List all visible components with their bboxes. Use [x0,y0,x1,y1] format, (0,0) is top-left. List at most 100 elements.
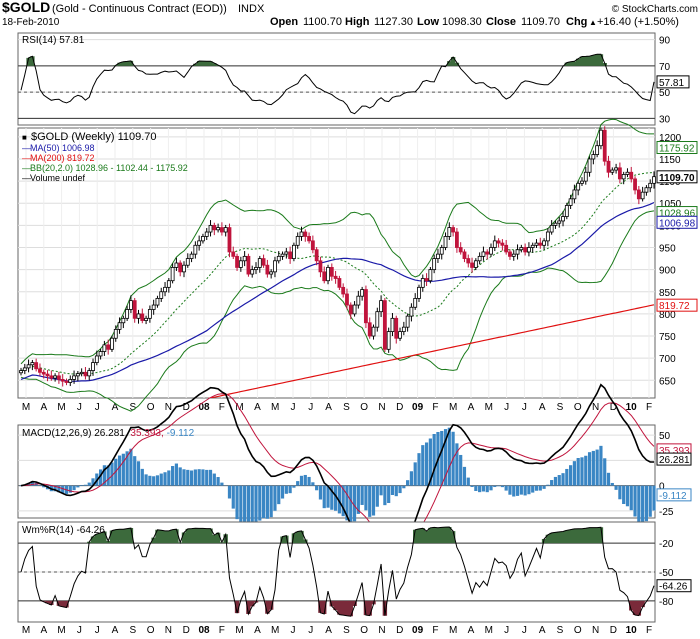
macd-hist-bar [337,485,341,514]
macd-hist-bar [622,485,626,504]
macd-hist-bar [288,485,292,494]
candle-body [591,154,596,160]
x-axis-label: A [40,402,47,413]
macd-hist-bar [379,485,383,496]
macd-hist-bar [648,485,652,517]
candle-body [409,306,414,317]
macd-hist-bar [311,482,315,486]
rsi-value-label: 57.81 [659,78,684,89]
candle-body [614,167,618,171]
candle-body [583,171,588,182]
macd-hist-bar [561,473,565,486]
x-axis-label: F [432,402,438,413]
macd-hist-bar [572,461,577,486]
x-axis-label: O [147,402,155,413]
macd-hist-bar [106,465,110,486]
x-axis-label: S [343,402,350,413]
macd-hist-bar [159,473,163,486]
candle-body [49,375,54,379]
x-axis-label-bottom: S [129,625,136,636]
candle-body [197,240,202,246]
price-legend-marker: ■ [22,133,27,142]
candle-body [458,247,463,253]
candle-body [155,298,160,306]
candle-body [568,198,573,206]
candle-body [580,180,584,184]
macd-hist-bar [447,427,451,486]
candle-body [519,247,524,251]
macd-hist-bar [432,433,436,486]
candle-body [337,278,342,288]
price-tick-label: 1150 [659,155,681,166]
candle-body [261,258,266,266]
candle-body [144,317,148,321]
high-value: 1127.30 [374,16,413,28]
candle-body [303,231,308,237]
macd-hist-bar [345,485,349,521]
candle-body [113,328,118,339]
macd-hist-bar [587,452,592,486]
open-label: Open [270,16,298,28]
macd-hist-bar [508,485,512,495]
macd-hist-bar [334,485,338,511]
macd-hist-bar [155,475,160,486]
rsi-tick-label: 70 [659,62,671,73]
candle-body [424,278,429,282]
copyright: © StockCharts.com [612,4,698,15]
macd-hist-bar [326,485,330,508]
candle-body [473,260,478,268]
rsi-tick-label: 90 [659,36,671,47]
macd-value-label: -9.112 [659,491,687,502]
candle-body [273,260,277,273]
candle-body [454,231,459,248]
x-axis-label: 09 [412,402,424,413]
wmr-tick-label: -50 [659,568,674,579]
candle-body [265,264,270,275]
x-axis-label-bottom: 09 [412,625,424,636]
x-axis-label: M [235,402,243,413]
macd-hist-bar [235,485,239,520]
macd-hist-bar [641,485,645,524]
macd-hist-bar [208,469,213,486]
candle-body [132,300,137,319]
x-axis-label-bottom: J [291,625,296,636]
candle-body [447,227,452,237]
x-axis-label: 08 [198,402,210,413]
x-axis-label-bottom: 10 [626,625,638,636]
macd-value-label: 26.281 [659,455,690,466]
candle-body [178,262,183,273]
macd-hist-bar [360,485,364,505]
wmr-tick-label: -20 [659,539,674,550]
macd-tick-label: -25 [659,507,674,518]
macd-hist-bar [280,485,285,499]
macd-hist-bar [80,484,84,486]
candle-body [307,236,311,242]
candle-body [87,370,92,377]
macd-hist-bar [527,485,531,495]
candle-body [292,244,296,259]
x-axis-label: A [112,402,119,413]
close-value: 1109.70 [521,16,560,28]
legend-entry: MA(200) 819.72 [30,153,95,163]
candle-body [170,267,175,282]
macd-hist-bar [409,471,414,486]
candle-body [329,267,334,277]
legend-entry: Volume undef [30,173,86,183]
macd-hist-bar [550,480,554,486]
candle-body [110,337,114,350]
candle-body [235,255,239,268]
macd-hist-bar [26,482,31,486]
candle-body [208,224,213,233]
candle-body [599,129,603,147]
chart-symbol: $GOLD [2,0,50,15]
x-axis-label: J [308,402,313,413]
macd-hist-bar [220,482,224,486]
candle-body [231,251,236,257]
macd-hist-bar [352,485,357,522]
candle-body [489,247,493,255]
candle-body [466,258,471,264]
candle-body [636,189,641,200]
macd-hist-bar [140,468,144,486]
macd-hist-bar [258,485,262,521]
